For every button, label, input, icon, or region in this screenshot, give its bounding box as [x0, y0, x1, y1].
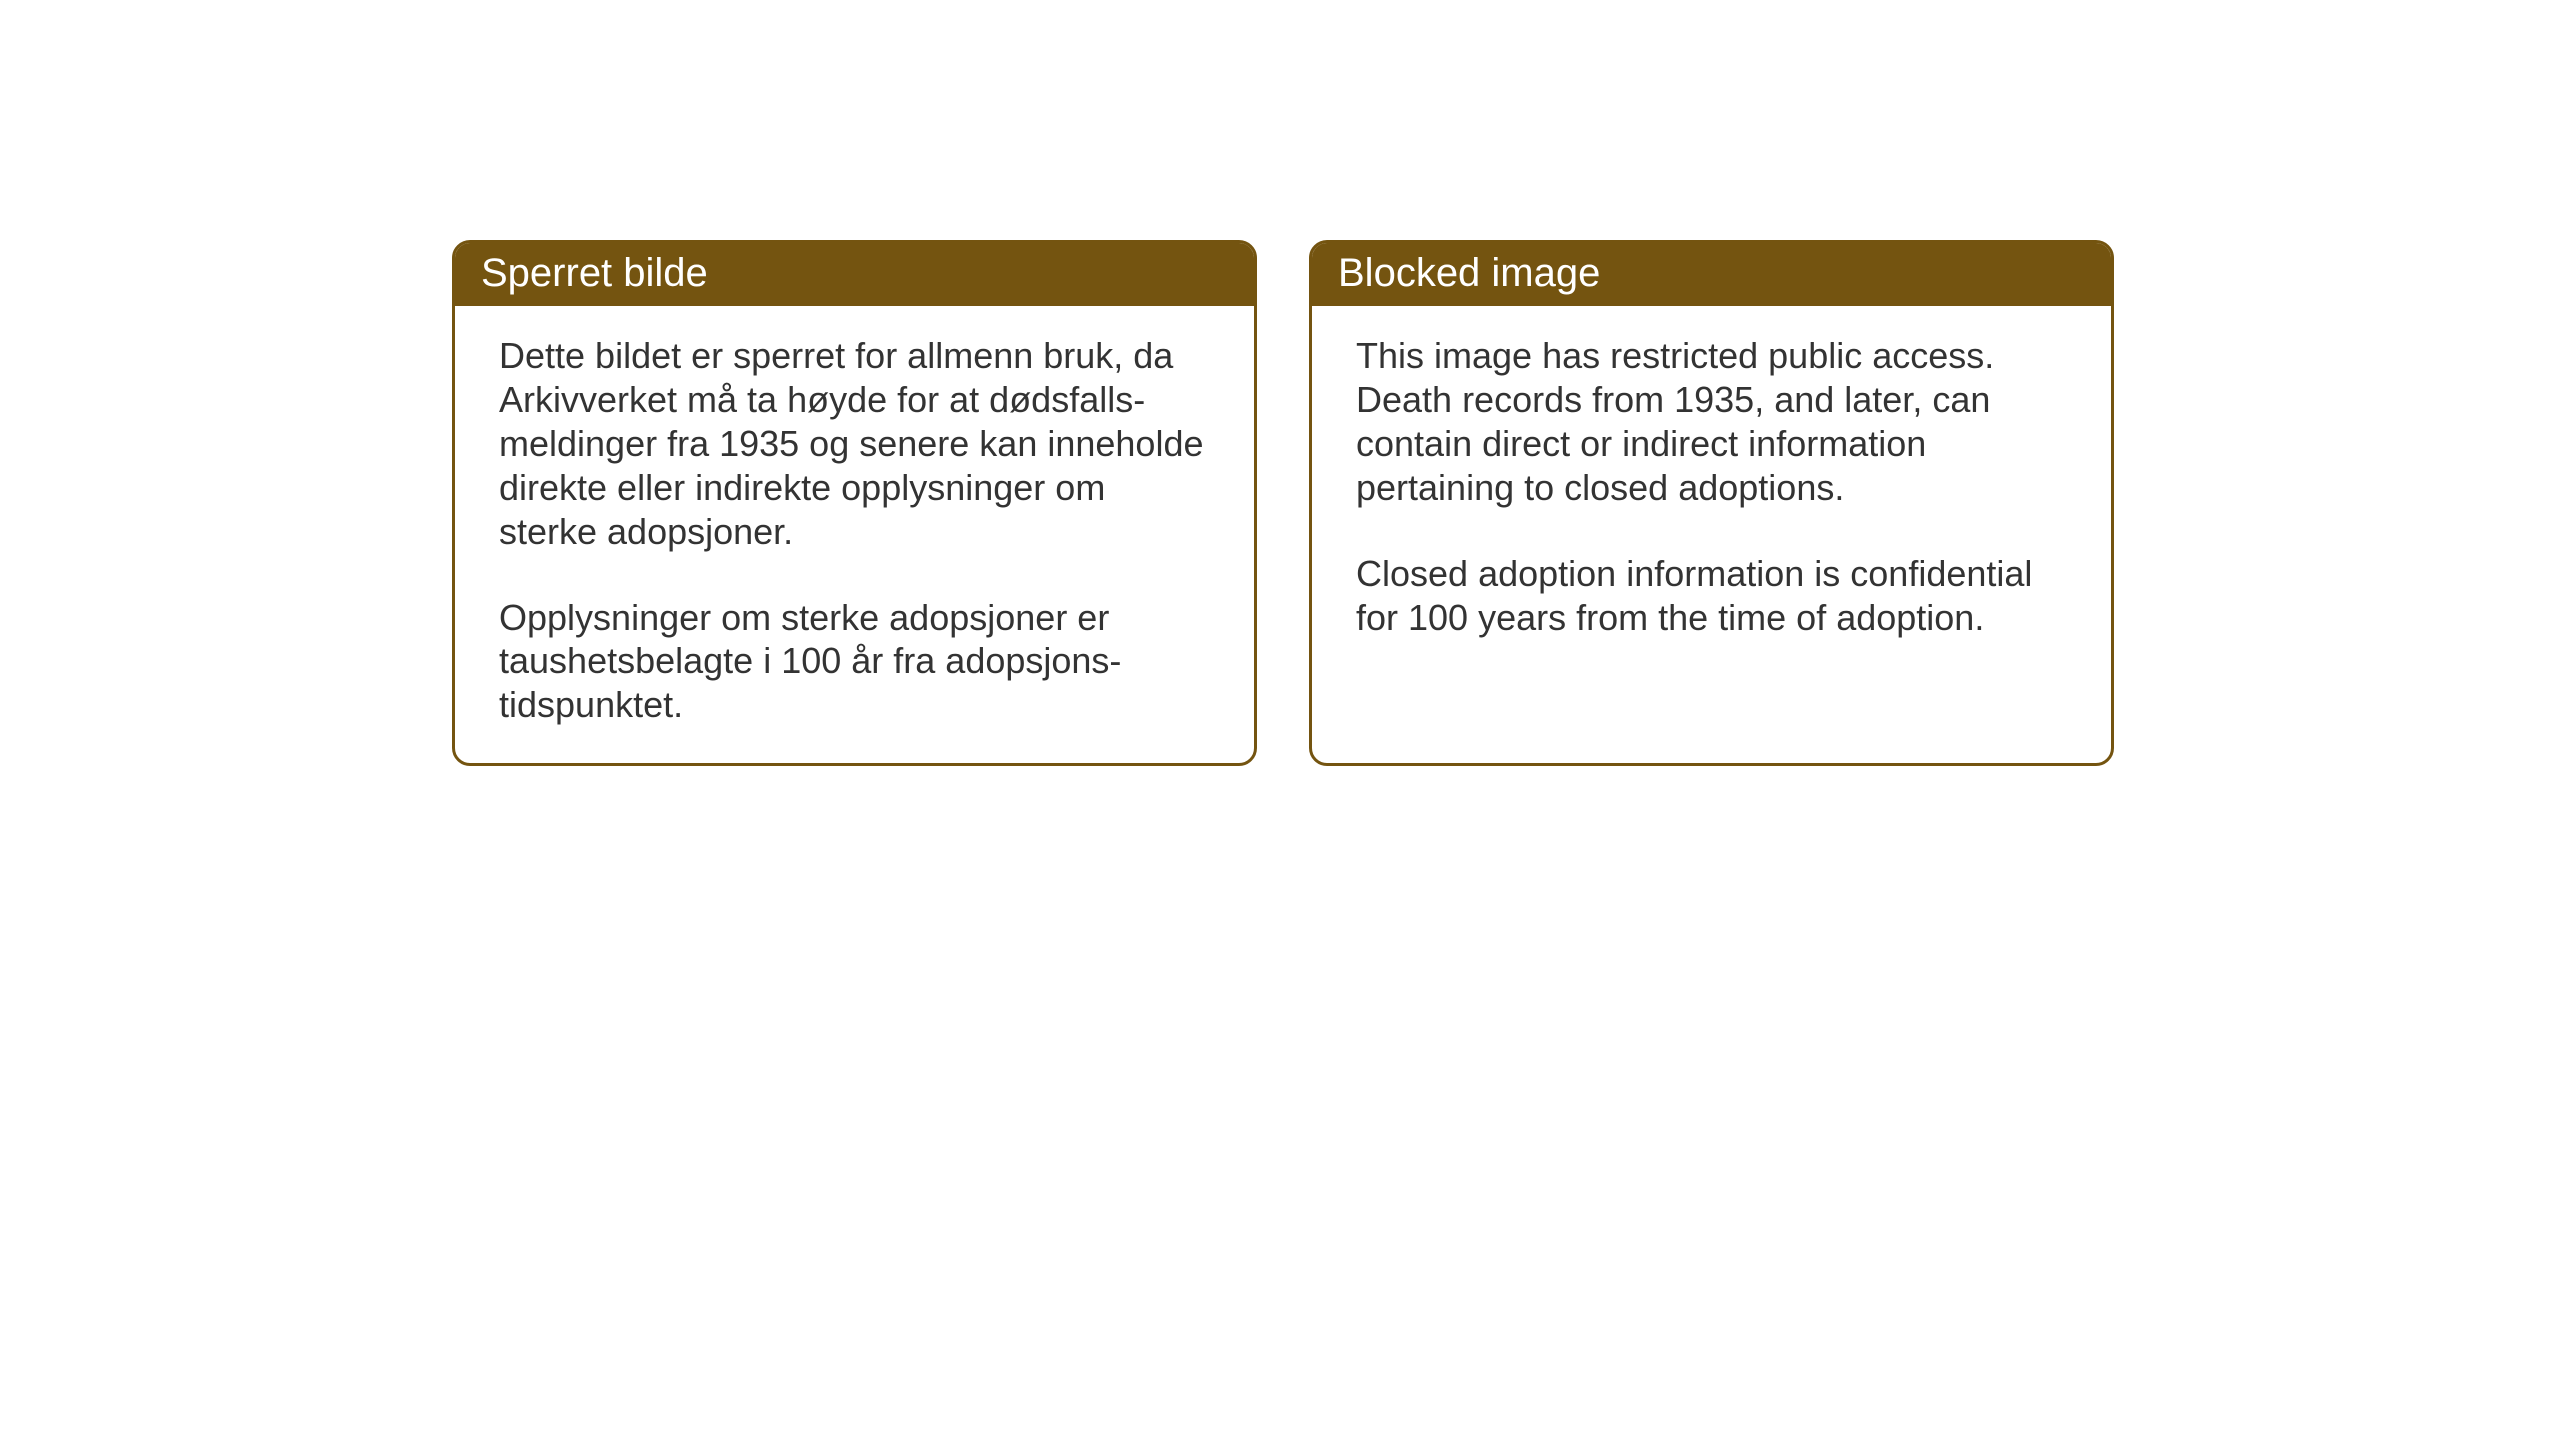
notice-container: Sperret bilde Dette bildet er sperret fo…: [0, 0, 2560, 766]
notice-title-english: Blocked image: [1312, 243, 2111, 306]
notice-paragraph-1-english: This image has restricted public access.…: [1356, 334, 2067, 510]
notice-box-english: Blocked image This image has restricted …: [1309, 240, 2114, 766]
notice-paragraph-2-norwegian: Opplysninger om sterke adopsjoner er tau…: [499, 596, 1210, 728]
notice-title-norwegian: Sperret bilde: [455, 243, 1254, 306]
notice-body-english: This image has restricted public access.…: [1312, 306, 2111, 675]
notice-paragraph-1-norwegian: Dette bildet er sperret for allmenn bruk…: [499, 334, 1210, 554]
notice-paragraph-2-english: Closed adoption information is confident…: [1356, 552, 2067, 640]
notice-box-norwegian: Sperret bilde Dette bildet er sperret fo…: [452, 240, 1257, 766]
notice-body-norwegian: Dette bildet er sperret for allmenn bruk…: [455, 306, 1254, 763]
